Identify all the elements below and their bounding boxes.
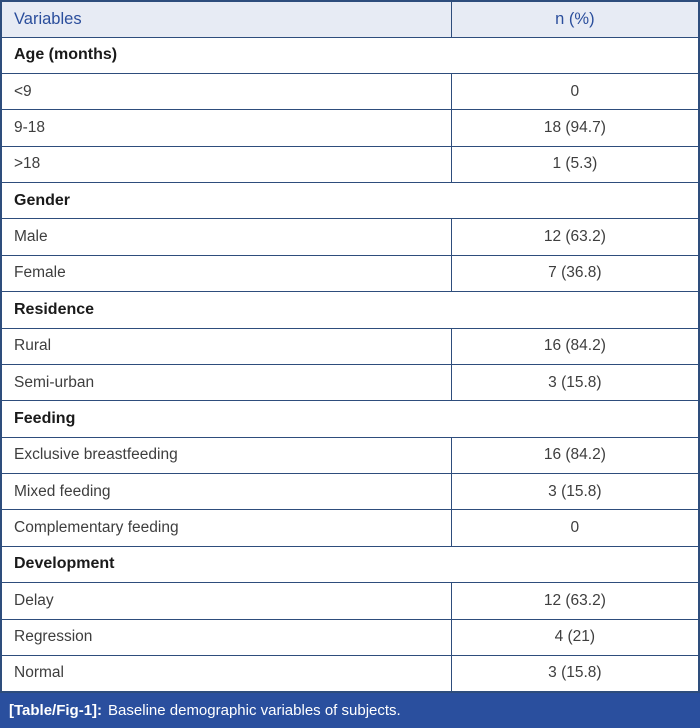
table-row: <9 0: [0, 72, 700, 111]
table-row: Complementary feeding 0: [0, 509, 700, 547]
column-header-n-percent: n (%): [450, 0, 700, 38]
value-cell: 3 (15.8): [450, 363, 700, 402]
section-row: Feeding: [0, 400, 700, 438]
value-cell: 18 (94.7): [450, 109, 700, 147]
section-header-cell: Age (months): [0, 36, 700, 74]
table-body: Age (months) <9 0 9-18 18 (94.7) >18 1 (5.3) Ge…: [0, 36, 700, 693]
column-header-variables: Variables: [0, 0, 452, 38]
value-cell: 7 (36.8): [450, 254, 700, 293]
section-row: Age (months): [0, 36, 700, 74]
variable-cell: >18: [0, 145, 452, 184]
value-cell: 12 (63.2): [450, 582, 700, 620]
value-cell: 0: [450, 72, 700, 111]
table-row: Exclusive breastfeeding 16 (84.2): [0, 436, 700, 475]
table-caption-bar: [Table/Fig-1]: Baseline demographic vari…: [0, 693, 700, 728]
table-row: Rural 16 (84.2): [0, 327, 700, 365]
value-cell: 3 (15.8): [450, 472, 700, 511]
value-cell: 4 (21): [450, 618, 700, 656]
value-cell: 1 (5.3): [450, 145, 700, 184]
value-cell: 0: [450, 509, 700, 547]
variable-cell: Mixed feeding: [0, 472, 452, 511]
table-row: Semi-urban 3 (15.8): [0, 363, 700, 402]
section-header-cell: Gender: [0, 181, 700, 220]
value-cell: 3 (15.8): [450, 654, 700, 693]
section-header-cell: Feeding: [0, 400, 700, 438]
variable-cell: Delay: [0, 582, 452, 620]
variable-cell: Complementary feeding: [0, 509, 452, 547]
table-row: >18 1 (5.3): [0, 145, 700, 184]
section-header-cell: Development: [0, 545, 700, 584]
table-row: Male 12 (63.2): [0, 218, 700, 256]
demographics-table: Variables n (%) Age (months) <9 0 9-18 18 (9…: [0, 0, 700, 693]
variable-cell: <9: [0, 72, 452, 111]
variable-cell: Exclusive breastfeeding: [0, 436, 452, 475]
variable-cell: Regression: [0, 618, 452, 656]
table-row: Delay 12 (63.2): [0, 582, 700, 620]
variable-cell: Normal: [0, 654, 452, 693]
variable-cell: Semi-urban: [0, 363, 452, 402]
table-row: Regression 4 (21): [0, 618, 700, 656]
table-row: Normal 3 (15.8): [0, 654, 700, 693]
table-row: 9-18 18 (94.7): [0, 109, 700, 147]
header-row: Variables n (%): [0, 0, 700, 38]
section-row: Residence: [0, 291, 700, 329]
section-header-cell: Residence: [0, 291, 700, 329]
table-row: Mixed feeding 3 (15.8): [0, 472, 700, 511]
section-row: Gender: [0, 181, 700, 220]
section-row: Development: [0, 545, 700, 584]
table-caption-tag: [Table/Fig-1]:: [9, 702, 103, 719]
variable-cell: 9-18: [0, 109, 452, 147]
table-row: Female 7 (36.8): [0, 254, 700, 293]
variable-cell: Male: [0, 218, 452, 256]
variable-cell: Female: [0, 254, 452, 293]
table-area: Variables n (%) Age (months) <9 0 9-18 18 (9…: [0, 0, 700, 693]
value-cell: 16 (84.2): [450, 327, 700, 365]
value-cell: 16 (84.2): [450, 436, 700, 475]
table-caption-text: Baseline demographic variables of subjec…: [108, 702, 401, 719]
value-cell: 12 (63.2): [450, 218, 700, 256]
variable-cell: Rural: [0, 327, 452, 365]
